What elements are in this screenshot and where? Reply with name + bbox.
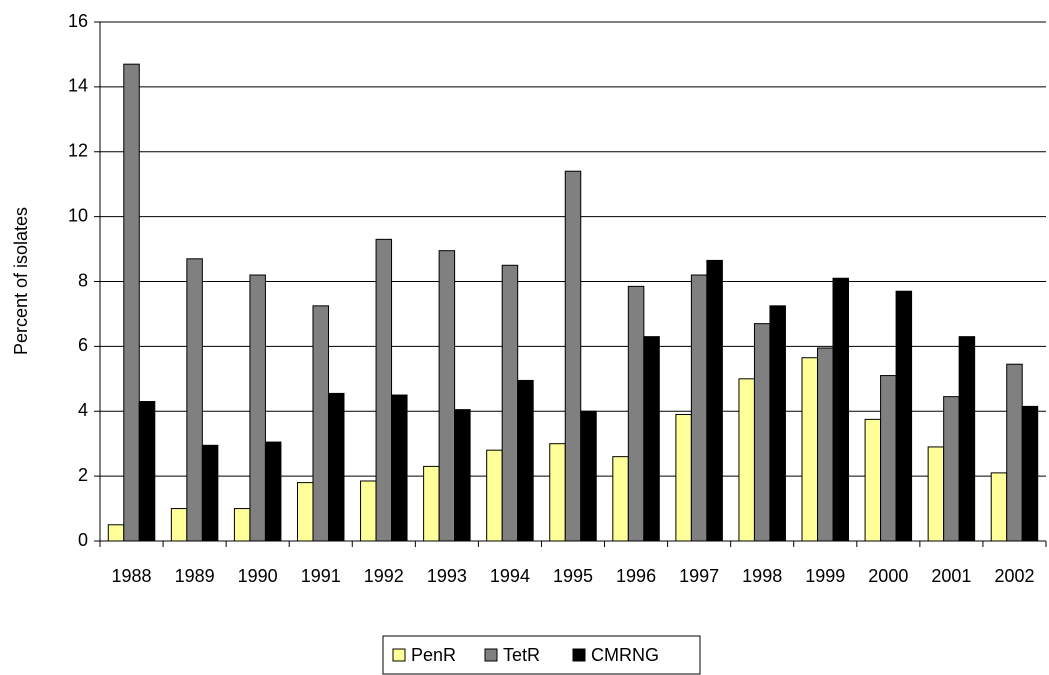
bar	[580, 410, 597, 542]
bar	[675, 413, 692, 542]
bar	[990, 472, 1008, 542]
bar	[738, 378, 755, 542]
legend-swatch	[572, 648, 586, 662]
legend-label: PenR	[411, 645, 456, 665]
bar	[690, 274, 708, 542]
bar	[927, 446, 945, 542]
bar	[753, 323, 771, 542]
legend-box	[382, 635, 701, 675]
bar	[895, 290, 913, 542]
bar	[517, 379, 534, 542]
x-tick-label: 1989	[175, 566, 215, 586]
x-tick-label: 1991	[301, 566, 341, 586]
x-tick-label: 1995	[553, 566, 593, 586]
x-tick-label: 1996	[616, 566, 656, 586]
bar	[880, 375, 897, 542]
legend-swatch	[484, 648, 498, 662]
bar	[233, 508, 251, 542]
x-tick-label: 1999	[805, 566, 845, 586]
x-tick-label: 1998	[742, 566, 782, 586]
bar	[454, 409, 471, 542]
x-tick-label: 1994	[490, 566, 530, 586]
bar	[312, 305, 329, 542]
bar	[801, 357, 819, 542]
x-tick-label: 2001	[931, 566, 971, 586]
x-tick-label: 1988	[112, 566, 152, 586]
bar	[564, 170, 582, 542]
bar	[501, 264, 519, 542]
bar	[438, 250, 456, 542]
y-tick-label: 14	[68, 76, 88, 96]
bar	[375, 238, 393, 542]
x-tick-label: 2002	[994, 566, 1034, 586]
bar	[186, 258, 203, 542]
bar	[832, 277, 850, 542]
bar	[249, 274, 266, 542]
x-tick-label: 1993	[427, 566, 467, 586]
bar	[423, 465, 440, 542]
y-tick-label: 12	[68, 141, 88, 161]
x-tick-label: 2000	[868, 566, 908, 586]
bar	[327, 392, 345, 542]
y-tick-label: 10	[68, 205, 88, 225]
bar	[769, 305, 786, 542]
legend-swatch	[392, 648, 406, 662]
bar	[170, 508, 188, 542]
y-tick-label: 2	[78, 465, 88, 485]
bar	[943, 396, 960, 542]
bar	[864, 418, 882, 542]
x-tick-label: 1990	[238, 566, 278, 586]
bar	[958, 336, 976, 542]
x-tick-label: 1997	[679, 566, 719, 586]
bar	[486, 449, 503, 542]
bar	[612, 456, 629, 542]
legend-label: TetR	[503, 645, 540, 665]
x-tick-label: 1992	[364, 566, 404, 586]
bar	[264, 441, 282, 542]
bar	[296, 482, 314, 542]
bar	[138, 401, 156, 542]
legend-label: CMRNG	[591, 645, 659, 665]
bar	[201, 444, 219, 542]
y-tick-label: 0	[78, 530, 88, 550]
bar	[123, 63, 140, 542]
bar	[391, 394, 408, 542]
bar	[706, 259, 723, 542]
bar	[549, 443, 566, 542]
y-tick-label: 16	[68, 11, 88, 31]
bar	[360, 480, 377, 542]
bar	[817, 347, 834, 542]
bar	[1021, 405, 1039, 542]
bar	[1006, 363, 1023, 542]
y-axis-label: Percent of isolates	[11, 207, 31, 355]
bar	[643, 336, 660, 542]
y-tick-label: 6	[78, 335, 88, 355]
bar	[627, 285, 645, 542]
bar	[107, 524, 125, 542]
y-tick-label: 8	[78, 270, 88, 290]
y-tick-label: 4	[78, 400, 88, 420]
